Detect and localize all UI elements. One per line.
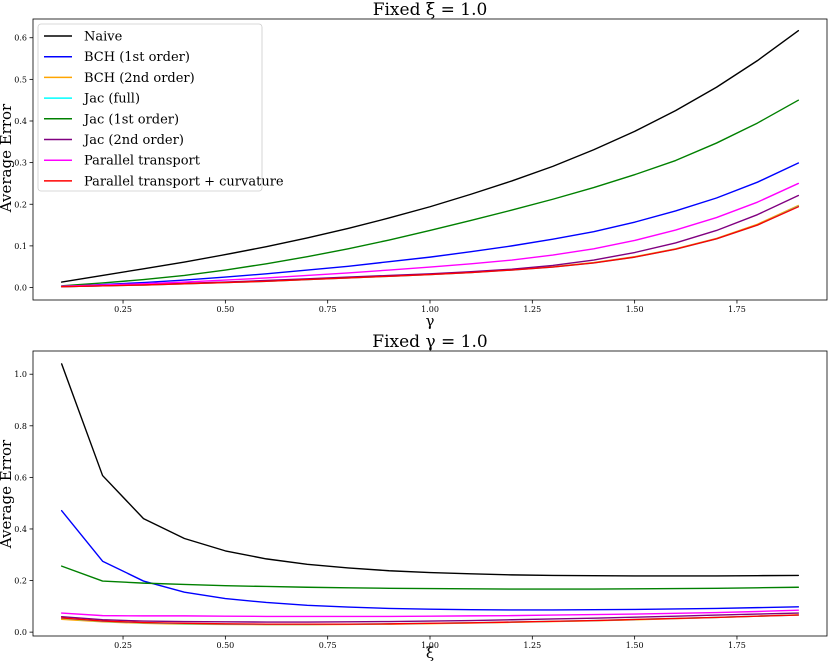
y-axis-label-bottom: Average Error xyxy=(0,439,15,549)
y-tick-label-bottom: 0.6 xyxy=(14,473,27,482)
chart-title-bottom: Fixed γ = 1.0 xyxy=(372,332,487,352)
y-tick-label-top: 0.1 xyxy=(14,242,27,251)
x-tick-label-bottom: 1.50 xyxy=(626,641,644,650)
x-tick-label-bottom: 1.75 xyxy=(728,641,746,650)
y-tick-label-top: 0.5 xyxy=(14,75,27,84)
x-tick-label-bottom: 1.25 xyxy=(523,641,541,650)
y-tick-label-bottom: 0.4 xyxy=(14,525,27,534)
series-line-jac-1st-order-bottom xyxy=(60,565,800,590)
x-tick-label-bottom: 0.25 xyxy=(114,641,132,650)
ticks-top: 0.25 0.50 0.75 1.00 1.25 1.50 1.75 0.0 0.1 0.2 0.3… xyxy=(14,34,746,314)
series-line-jac-2nd-order-top xyxy=(60,194,800,288)
ticks-bottom: 0.25 0.50 0.75 1.00 1.25 1.50 1.75 0.0 0.2 0.4 0.6… xyxy=(14,370,746,650)
y-tick-label-bottom: 0.0 xyxy=(14,628,27,637)
x-tick-label-top: 0.75 xyxy=(319,305,337,314)
x-tick-label-top: 1.25 xyxy=(523,305,541,314)
x-tick-label-top: 1.50 xyxy=(626,305,644,314)
x-tick-label-bottom: 0.75 xyxy=(319,641,337,650)
y-tick-label-bottom: 0.2 xyxy=(14,577,27,586)
legend-label-parallel-transport-curvature: Parallel transport + curvature xyxy=(84,174,284,189)
series-line-parallel-transport-top xyxy=(60,182,800,287)
series-line-parallel-transport-bottom xyxy=(60,609,800,618)
series-line-jac-1st-order-top xyxy=(60,99,800,287)
x-tick-label-bottom: 0.50 xyxy=(216,641,234,650)
chart-title-top: Fixed ξ = 1.0 xyxy=(373,0,488,20)
y-tick-label-top: 0.0 xyxy=(14,284,27,293)
series-line-parallel-transport-curvature-bottom xyxy=(60,614,800,625)
series-line-naive-top xyxy=(60,29,800,283)
x-tick-label-top: 1.00 xyxy=(421,305,439,314)
x-tick-label-top: 1.75 xyxy=(728,305,746,314)
legend-label-bch-1st-order: BCH (1st order) xyxy=(84,50,190,65)
panel-fixed-xi: Fixed ξ = 1.0 γ Average Error 0.25 0.50 0.… xyxy=(0,0,828,330)
y-tick-label-top: 0.4 xyxy=(14,117,27,126)
y-tick-label-bottom: 1.0 xyxy=(14,370,27,379)
legend: Naive BCH (1st order) BCH (2nd order) Jac (… xyxy=(37,23,284,192)
series-line-bch-1st-order-top xyxy=(60,162,800,287)
legend-label-jac-full: Jac (full) xyxy=(82,92,140,107)
series-lines-bottom xyxy=(60,363,800,626)
panel-fixed-gamma: Fixed γ = 1.0 ξ Average Error 0.25 0.50 0.… xyxy=(0,332,828,662)
y-tick-label-bottom: 0.8 xyxy=(14,422,27,431)
series-lines-top xyxy=(60,29,800,288)
x-tick-label-top: 0.25 xyxy=(114,305,132,314)
legend-label-jac-1st-order: Jac (1st order) xyxy=(82,112,179,127)
legend-label-parallel-transport: Parallel transport xyxy=(84,154,201,169)
legend-label-bch-2nd-order: BCH (2nd order) xyxy=(84,71,195,86)
series-line-jac-2nd-order-bottom xyxy=(60,612,800,623)
x-tick-label-top: 0.50 xyxy=(216,305,234,314)
x-axis-label-bottom: ξ xyxy=(426,644,434,662)
plot-frame-top xyxy=(32,18,828,301)
series-line-parallel-transport-curvature-top xyxy=(60,206,800,288)
x-axis-label-top: γ xyxy=(426,312,435,330)
y-axis-label-top: Average Error xyxy=(0,103,15,213)
y-tick-label-top: 0.3 xyxy=(14,159,27,168)
x-tick-label-bottom: 1.00 xyxy=(421,641,439,650)
legend-box xyxy=(37,23,263,192)
y-tick-label-top: 0.6 xyxy=(14,34,27,43)
plot-frame-bottom xyxy=(32,350,828,637)
legend-label-jac-2nd-order: Jac (2nd order) xyxy=(82,133,184,148)
legend-label-naive: Naive xyxy=(84,30,123,45)
series-line-naive-bottom xyxy=(60,363,800,577)
y-tick-label-top: 0.2 xyxy=(14,200,27,209)
series-line-bch-1st-order-bottom xyxy=(60,509,800,611)
